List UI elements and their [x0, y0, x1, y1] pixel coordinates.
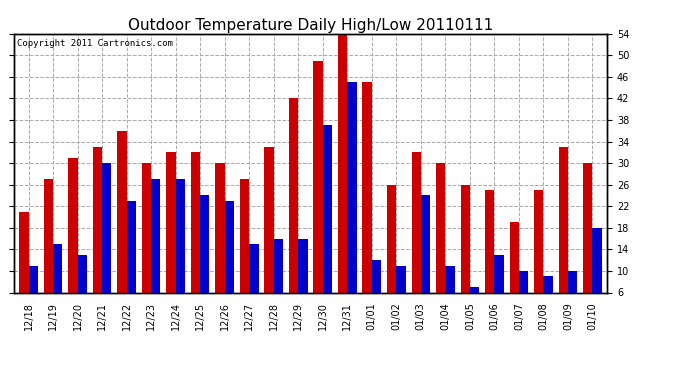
Bar — [495, 255, 504, 325]
Bar — [298, 238, 308, 325]
Bar — [289, 99, 298, 325]
Bar — [142, 163, 151, 325]
Bar — [396, 266, 406, 325]
Bar — [68, 158, 77, 325]
Text: Copyright 2011 Cartronics.com: Copyright 2011 Cartronics.com — [17, 39, 172, 48]
Bar — [421, 195, 430, 325]
Bar — [191, 152, 200, 325]
Bar — [485, 190, 495, 325]
Bar — [176, 179, 185, 325]
Bar — [568, 271, 578, 325]
Bar — [225, 201, 234, 325]
Bar — [544, 276, 553, 325]
Bar — [323, 125, 332, 325]
Bar — [387, 185, 396, 325]
Bar — [362, 82, 372, 325]
Bar — [126, 201, 136, 325]
Bar — [53, 244, 62, 325]
Bar — [534, 190, 544, 325]
Bar — [151, 179, 161, 325]
Bar — [249, 244, 259, 325]
Bar — [411, 152, 421, 325]
Bar — [117, 131, 126, 325]
Bar — [338, 34, 347, 325]
Bar — [372, 260, 381, 325]
Bar — [77, 255, 87, 325]
Bar — [593, 228, 602, 325]
Bar — [313, 61, 323, 325]
Bar — [470, 287, 479, 325]
Bar — [166, 152, 176, 325]
Bar — [347, 82, 357, 325]
Bar — [559, 147, 568, 325]
Bar — [215, 163, 225, 325]
Title: Outdoor Temperature Daily High/Low 20110111: Outdoor Temperature Daily High/Low 20110… — [128, 18, 493, 33]
Bar — [240, 179, 249, 325]
Bar — [264, 147, 274, 325]
Bar — [92, 147, 102, 325]
Bar — [200, 195, 210, 325]
Bar — [274, 238, 283, 325]
Bar — [583, 163, 593, 325]
Bar — [436, 163, 445, 325]
Bar — [28, 266, 38, 325]
Bar — [460, 185, 470, 325]
Bar — [19, 211, 28, 325]
Bar — [519, 271, 529, 325]
Bar — [445, 266, 455, 325]
Bar — [510, 222, 519, 325]
Bar — [102, 163, 111, 325]
Bar — [43, 179, 53, 325]
